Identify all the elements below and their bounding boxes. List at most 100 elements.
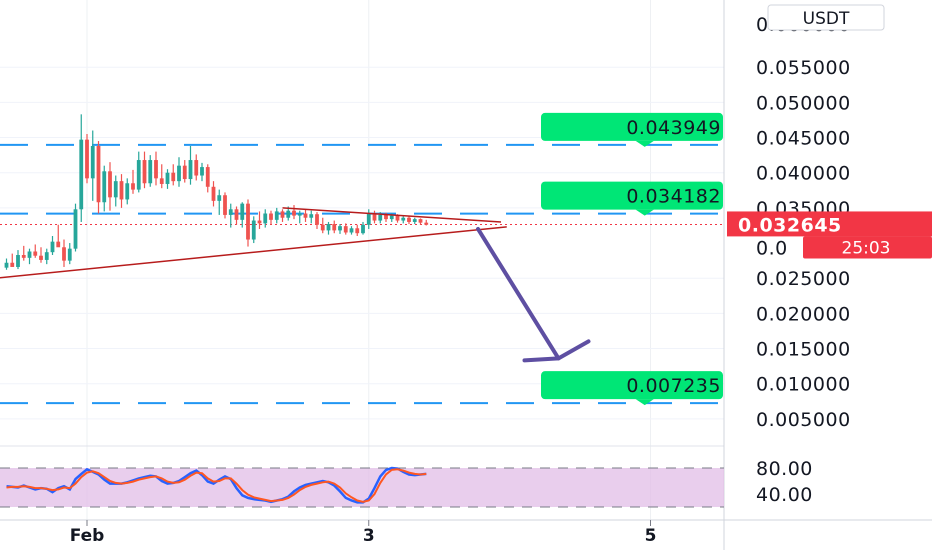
- candle-body: [159, 178, 164, 184]
- candle: [361, 221, 365, 235]
- candle-body: [280, 211, 285, 218]
- candle: [108, 162, 112, 211]
- candle: [177, 157, 181, 187]
- candle-body: [171, 172, 176, 182]
- candle-body: [131, 183, 135, 190]
- candle-body: [125, 183, 130, 200]
- target-label[interactable]: 0.034182: [541, 181, 723, 216]
- candle: [171, 164, 176, 186]
- target-label-text: 0.034182: [626, 186, 721, 208]
- candle-body: [389, 215, 394, 220]
- candle: [67, 243, 72, 265]
- candle: [338, 224, 342, 234]
- candle: [154, 151, 158, 186]
- currency-badge[interactable]: USDT: [767, 4, 885, 31]
- candle: [246, 199, 250, 247]
- candle-body: [27, 251, 32, 258]
- candle: [366, 209, 371, 229]
- price-axis-label: 0.050000: [756, 92, 851, 114]
- candle-body: [182, 165, 187, 180]
- price-axis[interactable]: 0.0550000.0500000.0450000.0400000.035000…: [727, 14, 932, 506]
- target-label-text: 0.007235: [626, 375, 721, 397]
- target-label[interactable]: 0.007235: [541, 371, 723, 406]
- candle-body: [154, 160, 158, 179]
- candle-body: [108, 171, 112, 198]
- target-label-box: [541, 371, 723, 400]
- candle-body: [228, 209, 233, 215]
- candle: [217, 189, 222, 215]
- candle: [309, 210, 314, 224]
- candle-body: [44, 252, 49, 260]
- projection-arrow-shaft: [476, 226, 561, 361]
- candle: [234, 206, 239, 225]
- candle: [142, 151, 147, 189]
- candle: [418, 218, 423, 225]
- candle: [343, 223, 348, 235]
- price-axis-label: 0.045000: [756, 128, 851, 150]
- candle: [33, 244, 38, 258]
- countdown-text: 25:03: [842, 238, 891, 258]
- candle-body: [343, 226, 348, 233]
- time-axis[interactable]: Feb 3 5: [70, 520, 657, 546]
- candle: [200, 162, 204, 182]
- candle: [349, 226, 354, 235]
- candle: [136, 151, 141, 193]
- candle-body: [315, 214, 319, 225]
- candle: [274, 207, 279, 224]
- candle: [102, 165, 107, 212]
- current-price-text: 0.032645: [738, 214, 842, 236]
- candle-body: [33, 251, 38, 256]
- time-axis-label: Feb: [70, 526, 105, 546]
- candle-body: [240, 203, 245, 220]
- candle: [223, 192, 227, 219]
- candle: [194, 154, 199, 181]
- candle-body: [303, 213, 308, 218]
- time-axis-label: 3: [363, 526, 375, 546]
- candle: [50, 236, 55, 256]
- target-label[interactable]: 0.043949: [541, 112, 723, 147]
- candle-body: [211, 186, 216, 201]
- candle-body: [148, 160, 153, 184]
- candle: [292, 205, 296, 220]
- candle-body: [384, 214, 388, 220]
- candle: [263, 209, 268, 228]
- candle-body: [39, 255, 43, 260]
- candle-body: [136, 160, 141, 190]
- price-axis-label: 0.040000: [756, 163, 851, 185]
- candle: [315, 212, 319, 229]
- candle: [119, 174, 124, 208]
- candle: [240, 202, 245, 228]
- candle-body: [251, 220, 256, 240]
- candle: [251, 216, 256, 244]
- candle: [159, 164, 164, 189]
- triangle-upper-trendline: [282, 207, 502, 223]
- price-axis-label: 0.055000: [756, 57, 851, 79]
- candle: [85, 134, 89, 184]
- oscillator-axis-label: 80.00: [756, 458, 813, 480]
- candle: [228, 203, 233, 228]
- target-label-text: 0.043949: [626, 117, 721, 139]
- candle-body: [96, 145, 101, 203]
- target-label-pointer: [635, 399, 654, 406]
- candle-body: [62, 247, 66, 261]
- candle-body: [113, 181, 118, 198]
- candle: [27, 248, 32, 265]
- candle-body: [10, 262, 15, 267]
- candle-body: [366, 213, 371, 225]
- candle-body: [309, 214, 314, 218]
- candle-body: [274, 211, 279, 220]
- candle: [205, 164, 210, 193]
- countdown-tag: [803, 236, 932, 259]
- price-axis-label: 0.010000: [756, 374, 851, 396]
- candle: [39, 247, 43, 263]
- candle-body: [292, 210, 296, 216]
- candle-body: [194, 160, 199, 176]
- candle-body: [90, 145, 95, 179]
- candle: [62, 239, 66, 267]
- candle: [182, 160, 187, 183]
- triangle-lower-trendline: [0, 226, 507, 279]
- candle-body: [67, 248, 72, 261]
- candle-body: [85, 139, 89, 179]
- candle: [269, 210, 273, 225]
